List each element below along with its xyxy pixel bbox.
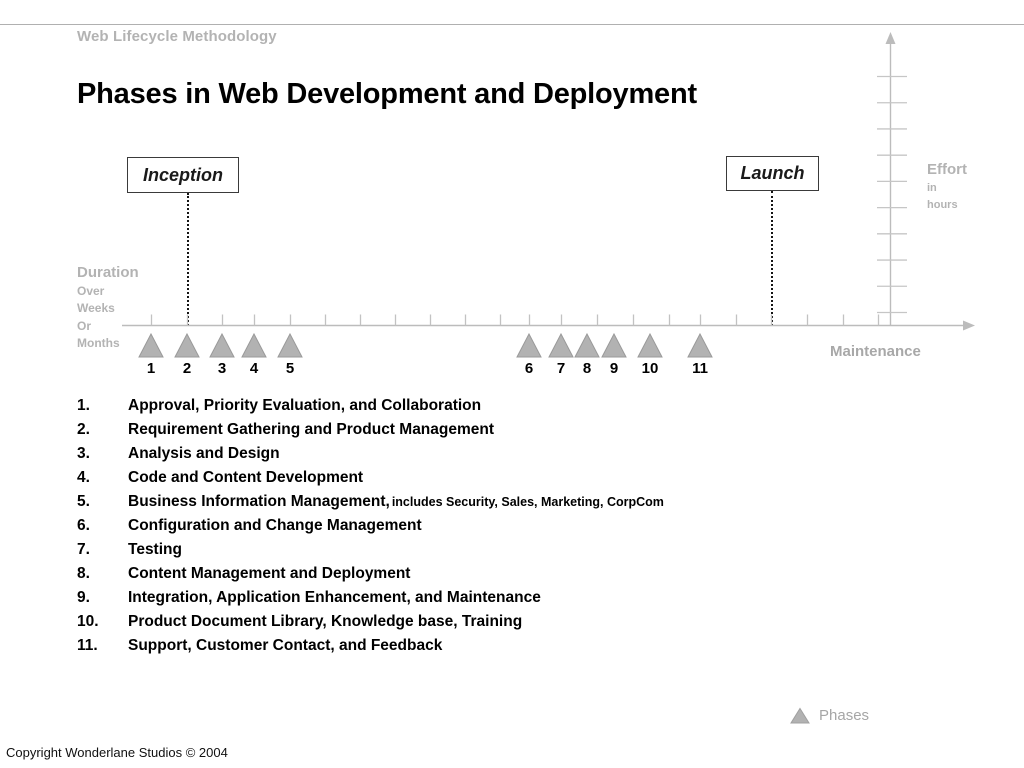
phase-list-index: 1. — [77, 397, 90, 414]
phase-marker-triangle — [209, 332, 235, 358]
phase-list-text: Requirement Gathering and Product Manage… — [128, 421, 495, 438]
phase-list-item: 6. Configuration and Change Management — [77, 517, 957, 541]
phase-list-text: Support, Customer Contact, and Feedback — [128, 637, 443, 654]
phase-list-item: 4. Code and Content Development — [77, 469, 957, 493]
phase-marker-triangle — [687, 332, 713, 358]
phase-list-index: 11. — [77, 637, 98, 654]
phase-list-index: 3. — [77, 445, 90, 462]
phase-list-item: 8. Content Management and Deployment — [77, 565, 957, 589]
phase-marker-triangle — [637, 332, 663, 358]
milestone-label-launch: Launch — [740, 163, 805, 183]
phase-list-note: includes Security, Sales, Marketing, Cor… — [391, 495, 664, 509]
phase-list-item: 2. Requirement Gathering and Product Mana… — [77, 421, 957, 445]
axis-lines — [122, 32, 975, 331]
phase-number-10: 10 — [641, 360, 659, 377]
vertical-axis-arrow-icon — [885, 32, 896, 44]
phase-list-index: 7. — [77, 541, 90, 558]
phase-marker-triangle — [241, 332, 267, 358]
phase-list-text: Testing — [128, 541, 182, 558]
phase-list-text: Approval, Priority Evaluation, and Colla… — [128, 397, 482, 414]
duration-axis-caption: Duration Over Weeks Or Months — [77, 265, 139, 353]
phase-list-text: Integration, Application Enhancement, an… — [128, 589, 541, 606]
phase-marker-triangle — [548, 332, 574, 358]
header-divider — [0, 24, 1024, 25]
phase-list-item: 3. Analysis and Design — [77, 445, 957, 469]
milestone-box-inception: Inception — [127, 157, 239, 193]
x-axis-ticks — [150, 314, 880, 326]
effort-subline-1: in — [927, 182, 937, 194]
phase-marker-triangle — [277, 332, 303, 358]
phase-list-item: 11. Support, Customer Contact, and Feedba… — [77, 637, 957, 661]
duration-title: Duration — [77, 264, 139, 281]
phase-markers — [138, 332, 713, 358]
phase-list-text: Configuration and Change Management — [128, 517, 422, 534]
phase-number-1: 1 — [146, 360, 156, 377]
phase-marker-triangle — [174, 332, 200, 358]
phase-number-3: 3 — [217, 360, 227, 377]
phase-number-7: 7 — [556, 360, 566, 377]
phase-marker-triangle — [574, 332, 600, 358]
phase-list-item: 5. Business Information Management, includ… — [77, 493, 957, 517]
page-title: Phases in Web Development and Deployment — [77, 78, 697, 110]
phase-list-text: Code and Content Development — [128, 469, 364, 486]
phase-list-text: Analysis and Design — [128, 445, 280, 462]
phase-number-2: 2 — [182, 360, 192, 377]
phase-marker-triangle — [601, 332, 627, 358]
maintenance-label: Maintenance — [830, 343, 921, 360]
milestone-box-launch: Launch — [726, 156, 819, 191]
phase-list-index: 2. — [77, 421, 90, 438]
phase-list-index: 4. — [77, 469, 90, 486]
phase-list-index: 9. — [77, 589, 90, 606]
phase-list-item: 10. Product Document Library, Knowledge b… — [77, 613, 957, 637]
phase-list-text: Business Information Management, — [128, 493, 390, 510]
phase-list-item: 9. Integration, Application Enhancement, … — [77, 589, 957, 613]
chart-legend: Phases — [790, 707, 869, 724]
effort-axis-caption: Effort in hours — [927, 162, 967, 213]
phase-list-index: 10. — [77, 613, 99, 630]
duration-subline-1: Over — [77, 284, 105, 298]
phase-marker-triangle — [138, 332, 164, 358]
phase-number-9: 9 — [609, 360, 619, 377]
phase-list-item: 7. Testing — [77, 541, 957, 565]
duration-subline-2: Weeks — [77, 301, 115, 316]
phase-list-index: 5. — [77, 493, 90, 510]
footer-copyright: Copyright Wonderlane Studios © 2004 — [6, 745, 228, 760]
phase-number-4: 4 — [249, 360, 259, 377]
y-axis-ticks — [877, 75, 907, 314]
phase-number-11: 11 — [692, 360, 708, 377]
phase-list-text: Content Management and Deployment — [128, 565, 411, 582]
milestone-label-inception: Inception — [143, 164, 223, 185]
effort-title: Effort — [927, 161, 967, 178]
duration-subline-4: Months — [77, 336, 120, 351]
phase-marker-triangle — [516, 332, 542, 358]
triangle-marker-icon — [790, 707, 810, 724]
effort-subline-2: hours — [927, 198, 958, 211]
phase-list: 1. Approval, Priority Evaluation, and Col… — [77, 397, 957, 661]
phase-list-index: 6. — [77, 517, 90, 534]
phase-list-item: 1. Approval, Priority Evaluation, and Col… — [77, 397, 957, 421]
phase-number-6: 6 — [524, 360, 534, 377]
horizontal-axis-arrow-icon — [963, 320, 975, 331]
phase-number-5: 5 — [285, 360, 295, 377]
legend-label-phases: Phases — [819, 707, 870, 724]
phase-list-text: Product Document Library, Knowledge base… — [128, 613, 523, 630]
duration-subline-3: Or — [77, 318, 92, 333]
slide-kicker: Web Lifecycle Methodology — [77, 28, 277, 45]
phase-list-index: 8. — [77, 565, 90, 582]
phase-number-8: 8 — [582, 360, 592, 377]
